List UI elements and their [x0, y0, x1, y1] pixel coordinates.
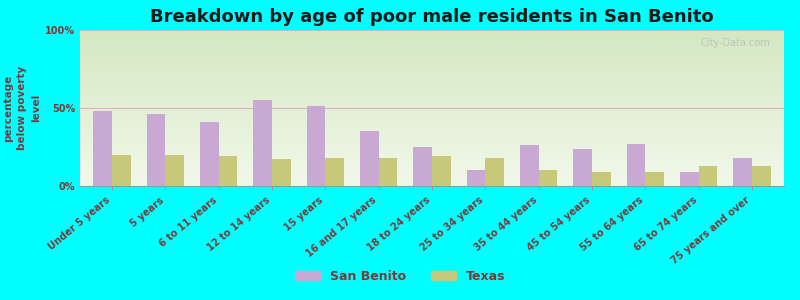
Bar: [360, 131, 378, 186]
Bar: [486, 158, 504, 186]
Bar: [432, 156, 450, 186]
Bar: [306, 106, 326, 186]
Y-axis label: percentage
below poverty
level: percentage below poverty level: [3, 66, 41, 150]
Bar: [326, 158, 344, 186]
Title: Breakdown by age of poor male residents in San Benito: Breakdown by age of poor male residents …: [150, 8, 714, 26]
Bar: [734, 158, 752, 186]
Bar: [378, 158, 398, 186]
Bar: [520, 146, 538, 186]
Bar: [680, 172, 698, 186]
Bar: [200, 122, 218, 186]
Bar: [272, 160, 290, 186]
Bar: [574, 148, 592, 186]
Bar: [592, 172, 610, 186]
Bar: [166, 155, 184, 186]
Bar: [414, 147, 432, 186]
Legend: San Benito, Texas: San Benito, Texas: [290, 265, 510, 288]
Text: City-Data.com: City-Data.com: [700, 38, 770, 48]
Bar: [538, 170, 558, 186]
Bar: [646, 172, 664, 186]
Bar: [94, 111, 112, 186]
Bar: [112, 155, 130, 186]
Bar: [218, 156, 238, 186]
Bar: [626, 144, 646, 186]
Bar: [698, 166, 718, 186]
Bar: [146, 114, 166, 186]
Bar: [466, 170, 486, 186]
Bar: [254, 100, 272, 186]
Bar: [752, 166, 770, 186]
